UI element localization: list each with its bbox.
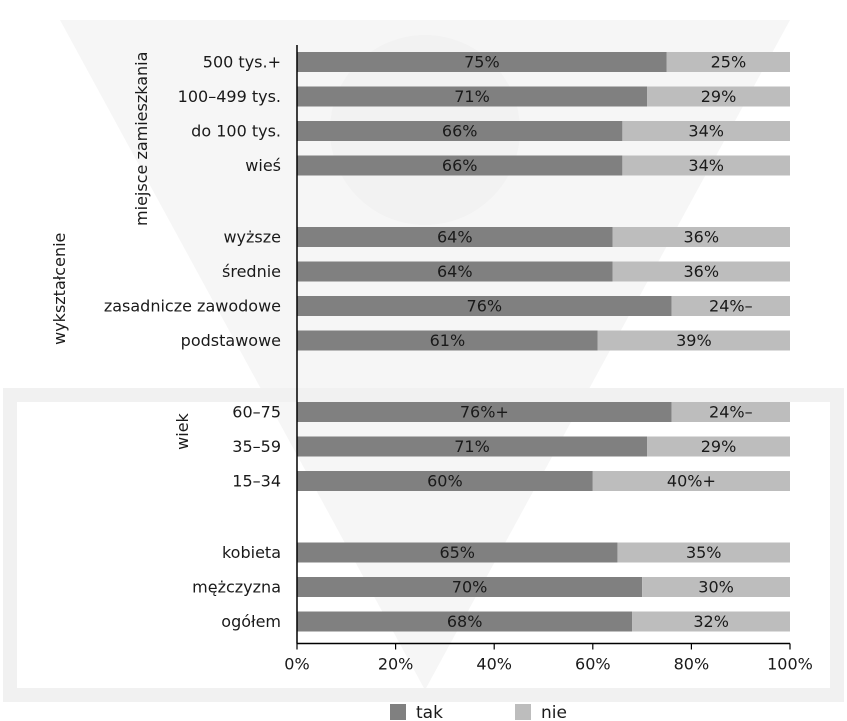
bar-tak	[297, 611, 633, 632]
x-tick-label: 20%	[378, 655, 414, 674]
bar-tak	[297, 542, 618, 563]
category-label: zasadnicze zawodowe	[104, 297, 281, 316]
category-label: do 100 tys.	[191, 122, 281, 141]
x-tick-label: 0%	[284, 655, 309, 674]
group-label: wykształcenie	[50, 233, 69, 345]
data-label-tak: 66%	[442, 122, 478, 141]
bar-tak	[297, 471, 593, 491]
bars-layer: 75% 25% 71% 29% 66% 34% 66% 34% 64% 36% 64% 36% 76% 2…	[297, 52, 790, 632]
data-label-nie: 30%	[698, 578, 734, 597]
group-label: miejsce zamieszkania	[132, 52, 151, 226]
data-label-nie: 34%	[688, 156, 724, 175]
bar-nie	[642, 577, 790, 597]
data-label-tak: 66%	[442, 156, 478, 175]
bar-nie	[632, 611, 790, 632]
data-label-nie: 35%	[686, 543, 722, 562]
data-label-tak: 60%	[427, 472, 463, 491]
legend: tak nie	[390, 703, 567, 721]
category-label: średnie	[222, 262, 281, 281]
data-label-tak: 76%+	[460, 403, 509, 422]
category-label: mężczyzna	[192, 578, 281, 597]
bar-tak	[297, 330, 598, 351]
bar-tak	[297, 86, 648, 107]
data-label-nie: 29%	[701, 437, 737, 456]
data-label-tak: 75%	[464, 53, 500, 72]
data-label-nie: 36%	[683, 262, 719, 281]
bar-nie	[592, 471, 790, 491]
bar-nie	[597, 330, 790, 351]
bar-nie	[622, 155, 790, 176]
data-label-tak: 71%	[454, 437, 490, 456]
bar-nie	[647, 436, 790, 457]
bar-nie	[612, 261, 790, 282]
category-label: wyższe	[223, 228, 281, 247]
group-label: wiek	[173, 412, 192, 449]
bar-nie	[622, 121, 790, 141]
category-label: kobieta	[222, 543, 281, 562]
data-label-tak: 68%	[447, 612, 483, 631]
data-label-nie: 24%–	[709, 297, 753, 316]
data-label-tak: 71%	[454, 87, 490, 106]
bar-tak	[297, 261, 613, 282]
category-label: 60–75	[232, 403, 281, 422]
data-label-nie: 36%	[683, 228, 719, 247]
data-label-nie: 24%–	[709, 403, 753, 422]
legend-label-nie: nie	[541, 703, 567, 721]
legend-label-tak: tak	[416, 703, 443, 721]
bar-nie	[671, 402, 790, 422]
legend-swatch-nie	[515, 704, 531, 720]
category-label: 15–34	[232, 472, 281, 491]
data-label-tak: 76%	[467, 297, 503, 316]
data-label-nie: 25%	[711, 53, 747, 72]
bar-tak	[297, 155, 623, 176]
bar-tak	[297, 227, 613, 247]
x-tick-label: 60%	[575, 655, 611, 674]
category-labels-layer: 500 tys.+ 100–499 tys. do 100 tys. wieś wyżs…	[50, 52, 281, 631]
data-label-tak: 65%	[439, 543, 475, 562]
category-label: 500 tys.+	[203, 53, 281, 72]
x-tick-label: 40%	[476, 655, 512, 674]
bar-nie	[612, 227, 790, 247]
axes-layer: 0% 20% 40% 60% 80% 100%	[284, 45, 813, 674]
data-label-tak: 64%	[437, 262, 473, 281]
category-label: wieś	[245, 156, 281, 175]
category-label: 35–59	[232, 437, 281, 456]
data-label-nie: 40%+	[667, 472, 716, 491]
bar-tak	[297, 436, 648, 457]
data-label-nie: 32%	[693, 612, 729, 631]
x-tick-label: 80%	[674, 655, 710, 674]
data-label-nie: 29%	[701, 87, 737, 106]
x-tick-label: 100%	[767, 655, 813, 674]
category-label: 100–499 tys.	[178, 87, 281, 106]
bar-tak	[297, 577, 643, 597]
data-label-nie: 39%	[676, 331, 712, 350]
data-label-tak: 61%	[430, 331, 466, 350]
category-label: podstawowe	[181, 331, 281, 350]
bar-tak	[297, 296, 672, 316]
data-label-tak: 70%	[452, 578, 488, 597]
bar-nie	[666, 52, 790, 72]
bar-tak	[297, 52, 667, 72]
bar-nie	[671, 296, 790, 316]
data-label-tak: 64%	[437, 228, 473, 247]
legend-swatch-tak	[390, 704, 406, 720]
category-label: ogółem	[221, 612, 281, 631]
bar-nie	[647, 86, 790, 107]
bar-nie	[617, 542, 790, 563]
bar-tak	[297, 402, 672, 422]
bar-tak	[297, 121, 623, 141]
data-label-nie: 34%	[688, 122, 724, 141]
